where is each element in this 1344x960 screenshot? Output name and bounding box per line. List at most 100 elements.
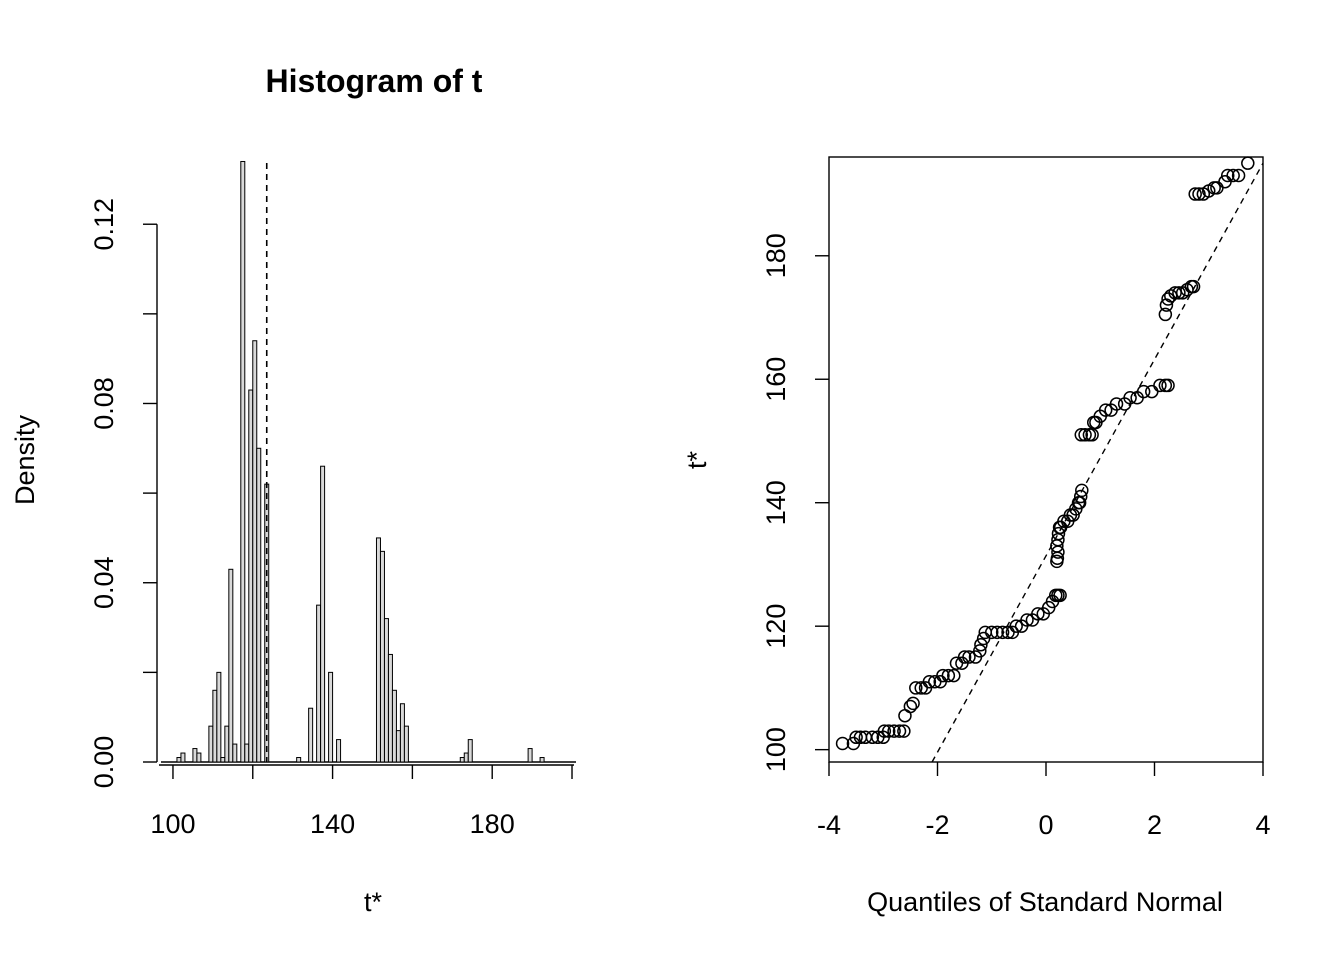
histogram-bar: [403, 725, 409, 763]
qq-point: [1098, 403, 1113, 417]
qq-point: [877, 724, 892, 738]
histogram-x-tick-label: 180: [470, 809, 515, 839]
qq-point: [995, 625, 1010, 640]
histogram-bar: [256, 447, 262, 763]
histogram-x-axis-label: t*: [364, 887, 383, 917]
qq-y-tick-label: 100: [761, 727, 791, 772]
histogram-bar: [224, 725, 230, 763]
histogram-bar: [463, 752, 469, 763]
qq-point: [898, 708, 912, 723]
qq-point: [887, 724, 901, 738]
histogram-y-axis: 0.00 0.04 0.08 0.12: [89, 198, 158, 789]
qq-y-axis: 100 120 140 160 180: [761, 233, 829, 772]
qq-point: [1180, 282, 1194, 297]
histogram-bar: [308, 707, 314, 763]
histogram-bar: [328, 671, 334, 763]
qq-y-tick-label: 160: [761, 357, 791, 402]
qq-point: [985, 625, 999, 640]
qq-point: [1051, 526, 1066, 541]
qq-point: [1210, 181, 1224, 195]
histogram-bar: [387, 653, 393, 763]
histogram-x-tick-label: 140: [310, 809, 355, 839]
qq-point: [1009, 619, 1023, 633]
qq-point: [881, 724, 896, 738]
qq-point: [1153, 378, 1167, 393]
qq-point: [962, 650, 976, 664]
qq-point: [909, 681, 923, 695]
qq-point: [835, 736, 850, 751]
histogram-bar: [539, 757, 545, 763]
qq-point: [1172, 286, 1186, 300]
qq-x-tick-label: -2: [925, 810, 949, 840]
qq-point: [1192, 187, 1206, 201]
histogram-bar: [391, 689, 397, 763]
qq-point: [1220, 168, 1235, 183]
histogram-bar: [208, 725, 214, 763]
qq-y-tick-label: 140: [761, 480, 791, 525]
histogram-y-axis-label: Density: [10, 414, 40, 505]
qq-point: [922, 674, 937, 689]
histogram-bar: [320, 465, 326, 763]
histogram-x-tick-label: 100: [150, 809, 195, 839]
histogram-bar: [248, 389, 254, 763]
histogram-bar: [252, 340, 258, 763]
qq-x-axis-label: Quantiles of Standard Normal: [867, 887, 1223, 917]
qq-point: [1074, 428, 1089, 442]
histogram-bar: [212, 689, 218, 763]
qq-point: [892, 724, 907, 738]
qq-point: [1066, 508, 1080, 522]
histogram-bar: [240, 160, 246, 763]
histogram-bar: [527, 748, 533, 763]
histogram-y-tick-label: 0.08: [89, 377, 119, 430]
qq-point: [1161, 378, 1175, 393]
qq-y-tick-label: 120: [761, 604, 791, 649]
qq-point: [1020, 613, 1034, 627]
histogram-title: Histogram of t: [266, 63, 483, 99]
qq-plot-panel: Quantiles of Standard Normal t* -4 -2 0 2 4 …: [682, 156, 1271, 917]
histogram-bar: [176, 757, 182, 763]
qq-point: [974, 637, 988, 652]
histogram-bar: [399, 703, 405, 763]
qq-x-tick-label: 0: [1038, 810, 1053, 840]
histogram-y-tick-label: 0.04: [89, 556, 119, 609]
qq-point: [1241, 156, 1255, 170]
histogram-bar: [379, 550, 385, 763]
qq-point: [1226, 168, 1240, 183]
qq-point: [1075, 483, 1089, 498]
qq-point: [941, 668, 956, 683]
qq-point: [1231, 168, 1246, 183]
qq-dashed-reference-line: [931, 162, 1264, 763]
histogram-bar: [196, 752, 202, 763]
qq-x-tick-label: 2: [1147, 810, 1162, 840]
histogram-bar: [228, 568, 234, 763]
qq-reference-line: [931, 162, 1264, 763]
qq-x-tick-label: 4: [1255, 810, 1270, 840]
qq-point: [947, 668, 961, 683]
histogram-y-tick-label: 0.00: [89, 736, 119, 789]
histogram-bar: [383, 618, 389, 763]
histogram-bar: [244, 743, 250, 763]
qq-point: [1109, 397, 1124, 411]
qq-x-axis: -4 -2 0 2 4: [817, 762, 1271, 840]
histogram-bar: [395, 730, 401, 763]
histogram-bar: [336, 739, 342, 763]
qq-point: [903, 699, 918, 714]
histogram-x-axis: 100 140 180: [150, 764, 575, 839]
histogram-bar: [375, 537, 381, 763]
histogram-panel: Histogram of t t* Density 100 140 180 0.00…: [10, 63, 576, 917]
qq-point: [1158, 307, 1173, 322]
qq-point: [990, 625, 1004, 640]
qq-plot-frame: [828, 156, 1264, 763]
qq-point: [957, 650, 972, 664]
qq-y-tick-label: 180: [761, 233, 791, 278]
histogram-bar: [264, 483, 270, 763]
histogram-bar: [232, 743, 238, 763]
qq-point: [897, 724, 911, 738]
qq-y-axis-label: t*: [682, 451, 712, 470]
qq-point: [1145, 384, 1159, 399]
histogram-y-tick-label: 0.12: [89, 198, 119, 251]
qq-point: [906, 696, 920, 711]
histogram-bar: [467, 739, 473, 763]
qq-point: [936, 668, 950, 683]
